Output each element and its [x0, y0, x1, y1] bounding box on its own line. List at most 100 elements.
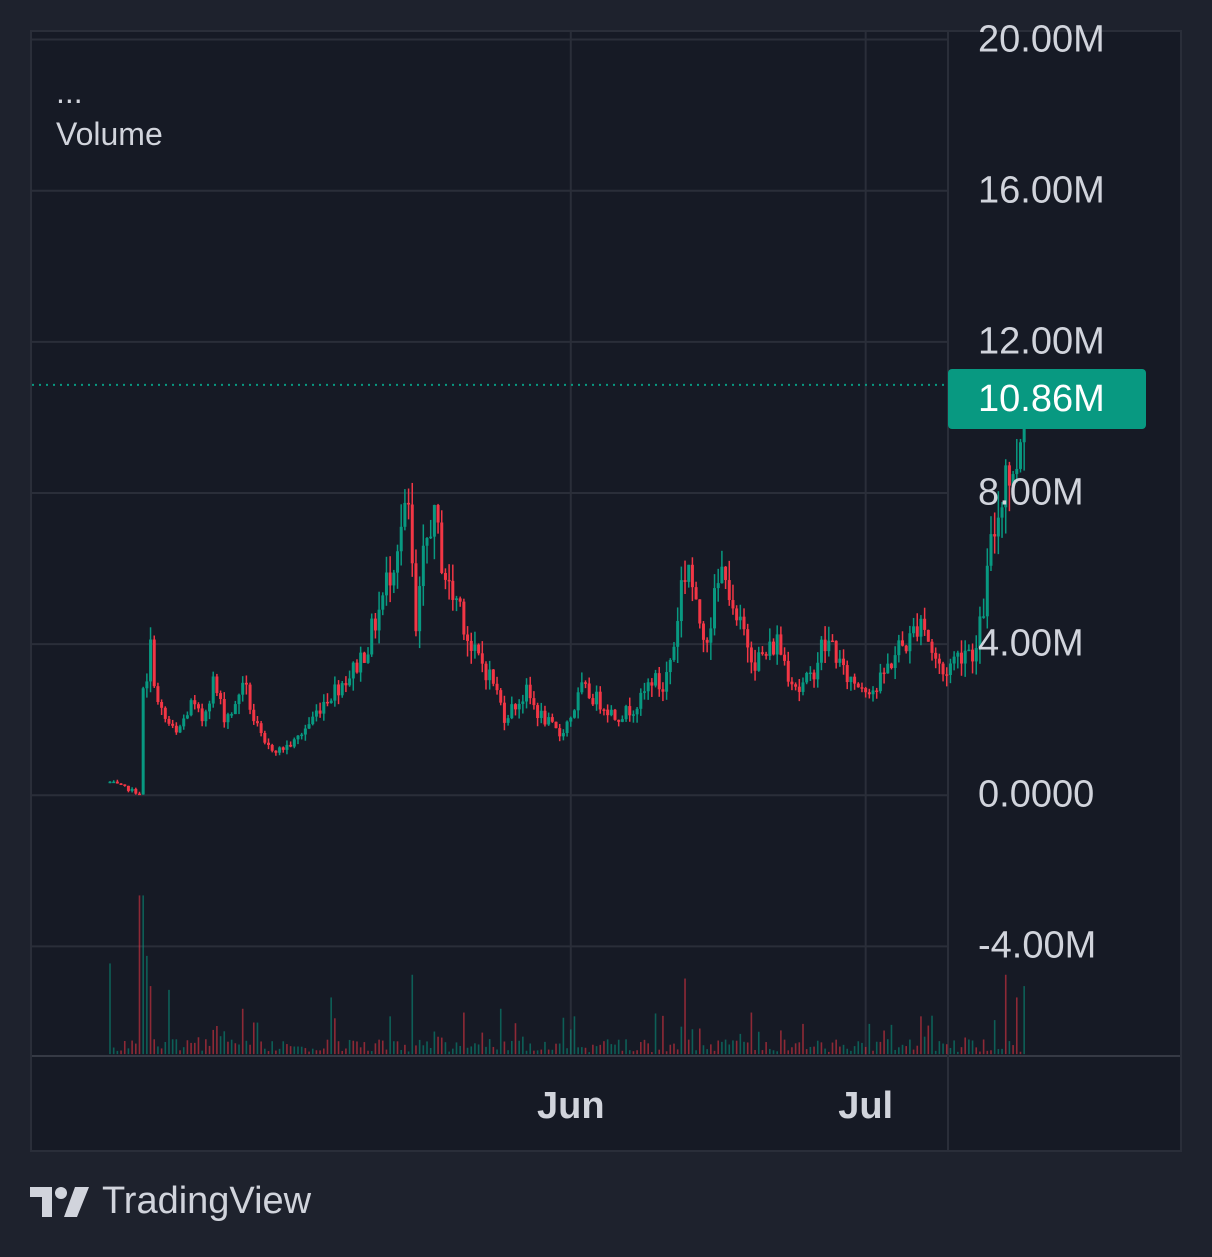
- candle-body: [384, 572, 388, 596]
- volume-bar: [356, 1041, 358, 1055]
- candle-body: [525, 684, 529, 702]
- candle-body: [959, 652, 963, 664]
- volume-bar: [275, 1050, 277, 1055]
- volume-bar: [522, 1036, 524, 1055]
- price-axis-tick-label: 12.00M: [978, 320, 1105, 363]
- candle-body: [941, 663, 945, 675]
- candle-body: [790, 681, 794, 685]
- candle-body: [536, 705, 540, 719]
- candle-body: [340, 683, 344, 696]
- legend-series-title[interactable]: Volume: [56, 116, 163, 152]
- volume-bar: [791, 1047, 793, 1055]
- volume-bar: [957, 1051, 959, 1055]
- candle-body: [956, 652, 960, 657]
- volume-bar: [359, 1047, 362, 1055]
- candle-body: [115, 781, 119, 784]
- candle-body: [233, 704, 237, 715]
- candle-body: [613, 709, 617, 720]
- volume-bar: [621, 1050, 624, 1055]
- candle-body: [547, 717, 551, 725]
- volume-bar: [706, 1049, 708, 1055]
- volume-bar: [927, 1025, 930, 1055]
- candle-body: [344, 683, 348, 686]
- candle-body: [654, 673, 658, 686]
- candle-body: [661, 689, 665, 692]
- volume-bar: [496, 1049, 498, 1055]
- candle-body: [318, 710, 322, 714]
- volume-bar: [982, 1039, 985, 1055]
- candle-body: [244, 682, 248, 685]
- candle-body: [550, 717, 554, 722]
- candle-body: [543, 710, 547, 725]
- volume-bar: [146, 955, 148, 1055]
- legend-menu-dots[interactable]: ...: [56, 74, 83, 110]
- volume-bar: [787, 1050, 790, 1055]
- candle-body: [421, 545, 425, 587]
- volume-bar: [311, 1048, 314, 1055]
- candle-body: [396, 551, 400, 573]
- volume-bar: [514, 1023, 517, 1055]
- volume-bar: [783, 1039, 786, 1055]
- candle-body: [211, 676, 215, 704]
- candle-body: [635, 708, 639, 715]
- volume-bar: [499, 1008, 502, 1055]
- volume-bar: [702, 1045, 705, 1055]
- volume-bar: [1008, 1041, 1011, 1055]
- candle-body: [889, 663, 893, 669]
- volume-bar: [912, 1049, 915, 1055]
- price-axis-tick-label: 16.00M: [978, 169, 1105, 212]
- candle-body: [617, 719, 621, 722]
- volume-bar: [426, 1041, 428, 1055]
- volume-bar: [238, 1044, 240, 1055]
- candle-body: [429, 536, 433, 539]
- time-axis-tick-label: Jun: [536, 1085, 605, 1127]
- volume-bar: [334, 1018, 336, 1055]
- volume-bar: [938, 1041, 941, 1055]
- volume-bar: [393, 1041, 395, 1055]
- volume-bar: [949, 1047, 952, 1055]
- candle-body: [440, 522, 444, 573]
- price-axis-tick-label: 8.00M: [978, 471, 1084, 514]
- candle-body: [152, 639, 156, 687]
- volume-bar: [444, 1042, 447, 1055]
- volume-bar: [477, 1044, 480, 1055]
- candle-body: [919, 618, 923, 637]
- candle-body: [996, 517, 1000, 537]
- candle-body: [174, 725, 178, 733]
- volume-bar: [230, 1039, 233, 1055]
- volume-bar: [827, 1051, 830, 1055]
- candle-body: [646, 682, 650, 692]
- volume-bar: [875, 1041, 878, 1055]
- candle-body: [495, 683, 499, 691]
- tradingview-brand[interactable]: TradingView: [30, 1180, 311, 1223]
- candlestick-series: [108, 400, 1026, 796]
- volume-bar: [588, 1052, 590, 1055]
- volume-bar: [628, 1050, 631, 1055]
- volume-bar: [669, 1044, 672, 1055]
- candle-body: [337, 684, 341, 696]
- candle-body: [141, 688, 145, 795]
- candle-body: [764, 653, 768, 656]
- volume-bar: [606, 1039, 609, 1055]
- volume-bar: [440, 1037, 443, 1055]
- candle-body: [366, 654, 370, 663]
- candle-body: [451, 580, 455, 600]
- volume-bar: [909, 1039, 911, 1055]
- chart-frame[interactable]: [30, 30, 1182, 1152]
- volume-bar: [249, 1044, 251, 1055]
- volume-bar: [824, 1048, 826, 1055]
- volume-bar: [599, 1044, 602, 1055]
- volume-bar: [654, 1013, 657, 1055]
- candle-body: [399, 526, 403, 552]
- volume-bar: [264, 1048, 266, 1055]
- volume-bar: [717, 1040, 720, 1055]
- candle-body: [145, 681, 149, 689]
- volume-bar: [732, 1040, 734, 1055]
- candle-body: [694, 587, 698, 600]
- volume-bar: [835, 1039, 837, 1055]
- volume-bar: [297, 1046, 299, 1055]
- volume-bar: [566, 1048, 568, 1055]
- candle-body: [130, 788, 134, 791]
- volume-bar: [363, 1042, 366, 1055]
